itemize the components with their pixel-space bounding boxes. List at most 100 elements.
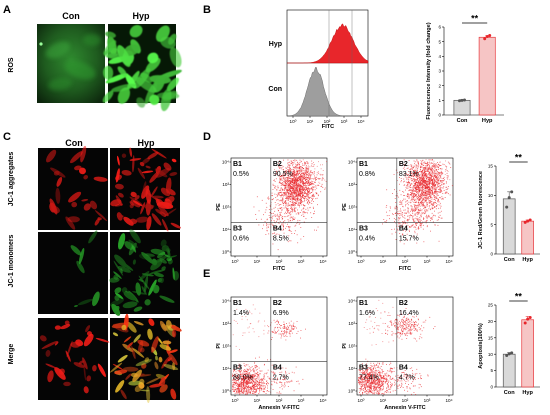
quadrant-name-b3: B3 [359,365,368,372]
cell-signal [132,200,143,207]
ros-cell [136,97,146,108]
histogram-tick-label: 10³ [341,119,348,124]
cell-signal [140,202,146,215]
ros-cell [160,88,172,112]
cell-signal [158,356,163,363]
jc1-monomers-hyp [109,229,180,316]
quadrant-percent-b2: 6.9% [273,310,289,317]
x-tick-label: 10³ [424,398,431,403]
histogram-tick-label: 10⁴ [357,119,364,124]
cell-signal [138,279,144,282]
cell-signal [111,303,121,316]
cell-signal [155,355,158,361]
data-point [528,315,532,319]
x-tick-label: 10³ [298,259,305,264]
cell-signal [128,239,138,248]
significance-label: ** [471,14,479,24]
cell-signal [123,336,132,343]
y-tick-label: 5 [438,39,441,44]
ros-cell [124,44,140,56]
cell-signal [132,369,142,382]
data-point [510,351,514,355]
x-axis-title: FITC [399,266,411,272]
bar-hyp [478,36,496,116]
cell-signal [127,342,133,349]
panel-b-label: B [203,4,211,16]
data-point [526,219,530,223]
ros-cell [147,52,159,64]
y-tick-label: 2 [438,83,441,88]
cell-signal [145,188,152,204]
cell-signal [159,277,164,284]
quadrant-percent-b4: 8.5% [273,236,289,243]
panel-c-row-merge: Merge [8,344,15,365]
cell-signal [93,176,108,182]
cell-signal [83,174,89,180]
panel-d: D B10.5%B290.5%B30.6%B48.5%10⁰10⁰10¹10¹1… [203,131,540,272]
cell-signal [137,339,150,347]
y-tick-label: 10¹ [222,227,229,232]
cell-signal [144,299,151,306]
ros-con-image [37,24,105,103]
cell-signal [92,365,97,372]
x-tick-label-con: Con [504,257,515,263]
quadrant-name-b1: B1 [233,300,242,307]
quadrant-percent-b3: 77.4% [359,375,379,382]
scatter-points [253,159,327,251]
x-tick-label-hyp: Hyp [482,118,493,124]
significance-label: ** [515,153,523,163]
y-tick-label: 10¹ [348,227,355,232]
x-tick-label: 10³ [298,398,305,403]
data-point [488,34,492,38]
y-axis-title: PI [342,343,348,349]
panel-a-row-ros: ROS [8,57,15,73]
ros-cell [149,75,171,84]
quadrant-name-b2: B2 [399,300,408,307]
cell-signal [170,388,177,400]
data-point [523,321,527,325]
y-tick-label: 0 [490,252,493,257]
histogram-con [286,67,368,117]
cell-signal [41,340,58,350]
y-tick-label: 10² [348,344,355,349]
quadrant-percent-b1: 1.6% [359,310,375,317]
cell-signal [151,148,167,159]
cell-signal [167,352,178,366]
data-point [505,205,509,209]
ros-cell [102,65,114,80]
panel-c-row-monomers: JC-1 monomers [8,234,15,287]
y-tick-label: 10¹ [348,366,355,371]
data-point [507,196,511,200]
bar-con [502,198,516,255]
quadrant-percent-b2: 83.1% [399,171,419,178]
x-tick-label: 10² [402,398,409,403]
cell-signal [65,216,76,230]
ros-hyp-image [102,24,182,112]
y-tick-label: 20 [488,319,494,324]
y-tick-label: 10 [488,352,494,357]
cell-signal [146,377,161,384]
cell-signal [114,369,128,375]
cell-signal [150,186,158,198]
cell-signal [115,174,122,181]
y-axis-title: JC-1 Red/Green fluorescence [478,171,484,249]
quadrant-name-b4: B4 [399,226,408,233]
x-tick-label-hyp: Hyp [522,257,533,263]
cell-signal [132,155,135,173]
cell-signal [150,248,166,255]
quadrant-name-b3: B3 [359,226,368,233]
cell-signal [132,348,145,358]
y-axis-title: Fluorescence Intensity (fold change) [426,22,432,119]
ros-cell [166,77,179,92]
cell-signal [128,380,141,386]
ros-cell [111,83,137,92]
cell-signal [172,362,176,371]
y-tick-label: 0 [438,113,441,118]
cell-signal [161,266,166,271]
cell-signal [88,230,98,244]
cell-signal [83,333,94,347]
ros-cell [140,72,153,83]
